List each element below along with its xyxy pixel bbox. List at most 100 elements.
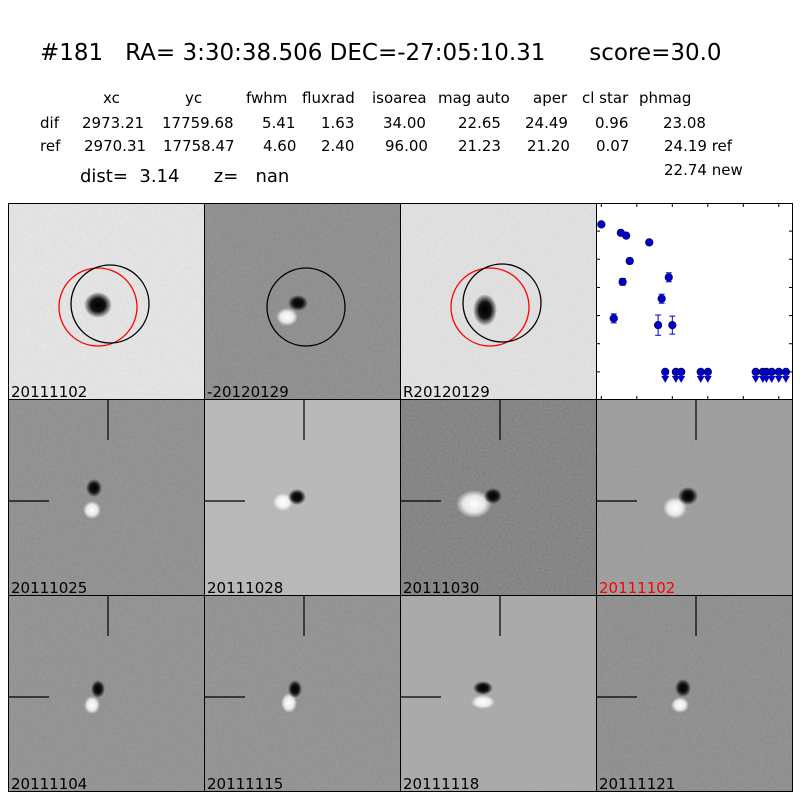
row-label-ref: ref <box>40 137 61 155</box>
cutout-image <box>401 596 596 791</box>
ref-fwhm: 4.60 <box>263 137 297 155</box>
dif-isoarea: 34.00 <box>383 114 426 132</box>
col-header-cl-star: cl star <box>582 89 629 107</box>
image-panel-20111104[interactable]: 20111104 <box>8 595 205 792</box>
cutout-image <box>205 400 400 595</box>
upper-limit-point <box>774 367 783 376</box>
light-curve-plot: 22.523.023.524.024.525.025.526.002040608… <box>596 203 793 418</box>
panel-label: 20111102 <box>11 383 88 400</box>
col-header-mag-auto: mag auto <box>438 89 510 107</box>
image-panel-20111030[interactable]: 20111030 <box>400 399 597 596</box>
detection-point <box>654 321 663 330</box>
upper-limit-arrow <box>703 375 712 383</box>
cutout-image <box>205 596 400 791</box>
ref-fluxrad: 2.40 <box>321 137 355 155</box>
cutout-image <box>9 204 204 399</box>
detection-point <box>597 220 606 229</box>
dif-phmag: 23.08 <box>663 114 706 132</box>
ref-xc: 2970.31 <box>84 137 147 155</box>
dif-xc: 2973.21 <box>82 114 145 132</box>
ref-aperture-circle <box>58 267 138 347</box>
panel-label: R20120129 <box>403 383 490 400</box>
image-panel-20111028[interactable]: 20111028 <box>204 399 401 596</box>
upper-limit-arrow <box>774 375 783 383</box>
detection-point <box>645 238 654 247</box>
panel-label: 20111030 <box>403 579 480 596</box>
cutout-image <box>597 400 792 595</box>
ref-aperture-circle <box>450 267 530 347</box>
image-panel-reference[interactable]: R20120129 <box>400 203 597 400</box>
ref-phmag: 24.19 ref <box>664 137 733 155</box>
panel-label: 20111028 <box>207 579 284 596</box>
dif-aperture-circle <box>266 267 346 347</box>
upper-limit-point <box>767 367 776 376</box>
dif-cl-star: 0.96 <box>595 114 629 132</box>
ref-yc: 17758.47 <box>163 137 235 155</box>
detection-point <box>609 314 618 323</box>
image-panel-20111102-new[interactable]: 20111102 <box>8 203 205 400</box>
row-label-dif: dif <box>40 114 59 132</box>
cutout-image <box>401 400 596 595</box>
panel-label: 20111025 <box>11 579 88 596</box>
col-header-phmag: phmag <box>639 89 692 107</box>
upper-limit-arrow <box>677 375 686 383</box>
dif-fwhm: 5.41 <box>262 114 296 132</box>
upper-limit-arrow <box>781 375 790 383</box>
col-header-fluxrad: fluxrad <box>302 89 355 107</box>
image-panel-difference[interactable]: -20120129 <box>204 203 401 400</box>
detection-point <box>657 294 666 303</box>
image-panel-20111102[interactable]: 20111102 <box>596 399 793 596</box>
upper-limit-point <box>751 367 760 376</box>
ref-mag-auto: 21.23 <box>458 137 501 155</box>
col-header-aper: aper <box>533 89 568 107</box>
panel-label: 20111121 <box>599 775 676 792</box>
cutout-image <box>597 596 792 791</box>
upper-limit-point <box>781 367 791 376</box>
dif-aperture-circle <box>462 263 542 343</box>
detection-point <box>664 273 673 282</box>
dif-aper: 24.49 <box>525 114 568 132</box>
new-mag: 22.74 new <box>664 161 743 179</box>
col-header-fwhm: fwhm <box>246 89 288 107</box>
upper-limit-arrow <box>767 375 776 383</box>
ref-isoarea: 96.00 <box>385 137 428 155</box>
col-header-xc: xc <box>103 89 120 107</box>
dist-line: dist= 3.14 z= nan <box>80 166 290 187</box>
upper-limit-point <box>661 367 670 376</box>
detection-point <box>668 321 677 330</box>
cutout-image <box>401 204 596 399</box>
upper-limit-point <box>696 367 705 376</box>
cutout-image <box>205 204 400 399</box>
dif-aperture-circle <box>70 264 150 344</box>
dif-yc: 17759.68 <box>162 114 234 132</box>
candidate-title: #181 RA= 3:30:38.506 DEC=-27:05:10.31 sc… <box>40 40 722 66</box>
light-curve-panel: 22.523.023.524.024.525.025.526.002040608… <box>596 203 793 418</box>
detection-point <box>622 231 631 240</box>
upper-limit-arrow <box>671 375 680 383</box>
panel-label: 20111115 <box>207 775 284 792</box>
upper-limit-arrow <box>661 375 670 383</box>
upper-limit-arrow <box>751 375 760 383</box>
image-panel-20111025[interactable]: 20111025 <box>8 399 205 596</box>
panel-label: 20111118 <box>403 775 480 792</box>
cutout-image <box>9 400 204 595</box>
dif-mag-auto: 22.65 <box>458 114 501 132</box>
col-header-yc: yc <box>185 89 203 107</box>
panel-label: -20120129 <box>207 383 289 400</box>
detection-point <box>618 277 627 286</box>
panel-label-highlighted: 20111102 <box>599 579 676 596</box>
dif-fluxrad: 1.63 <box>321 114 355 132</box>
detection-point <box>625 256 634 266</box>
upper-limit-point <box>703 367 712 376</box>
image-panel-20111118[interactable]: 20111118 <box>400 595 597 792</box>
image-panel-20111115[interactable]: 20111115 <box>204 595 401 792</box>
cutout-image <box>9 596 204 791</box>
panel-label: 20111104 <box>11 775 88 792</box>
ref-aper: 21.20 <box>527 137 570 155</box>
upper-limit-arrow <box>696 375 705 383</box>
upper-limit-point <box>677 367 686 376</box>
upper-limit-arrow <box>762 375 771 383</box>
image-panel-20111121[interactable]: 20111121 <box>596 595 793 792</box>
col-header-isoarea: isoarea <box>372 89 427 107</box>
ref-cl-star: 0.07 <box>596 137 630 155</box>
